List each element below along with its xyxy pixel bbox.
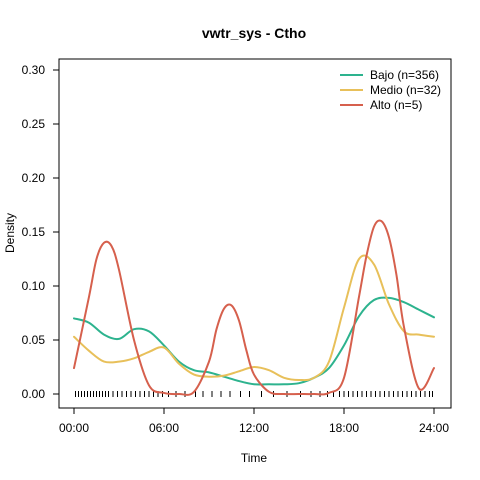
series-line-1 (73, 254, 435, 382)
y-axis: 0.00 0.05 0.10 0.15 0.20 0.25 0.30 (22, 63, 59, 401)
legend-label-2: Alto (n=5) (370, 98, 422, 112)
plot-frame (58, 58, 452, 409)
legend: Bajo (n=356)Medio (n=32)Alto (n=5) (340, 68, 441, 112)
y-tick-label-1: 0.05 (22, 333, 46, 347)
chart-title: vwtr_sys - Ctho (202, 25, 306, 41)
y-tick-label-4: 0.20 (22, 171, 46, 185)
legend-label-1: Medio (n=32) (370, 83, 441, 97)
x-tick-label-0: 00:00 (59, 421, 89, 435)
x-tick-label-1: 06:00 (149, 421, 179, 435)
x-tick-label-3: 18:00 (329, 421, 359, 435)
y-tick-label-2: 0.10 (22, 279, 46, 293)
y-tick-label-5: 0.25 (22, 117, 46, 131)
y-tick-label-3: 0.15 (22, 225, 46, 239)
x-axis-label: Time (241, 451, 268, 465)
x-axis: 00:00 06:00 12:00 18:00 24:00 (59, 408, 449, 435)
series-line-2 (73, 219, 435, 396)
series-line-0 (73, 296, 435, 386)
rug-marks (75, 391, 433, 397)
series-lines (73, 219, 435, 396)
x-tick-label-4: 24:00 (419, 421, 449, 435)
legend-label-0: Bajo (n=356) (370, 68, 439, 82)
y-tick-label-6: 0.30 (22, 63, 46, 77)
y-tick-label-0: 0.00 (22, 387, 46, 401)
y-axis-label: Density (3, 213, 17, 253)
x-tick-label-2: 12:00 (239, 421, 269, 435)
